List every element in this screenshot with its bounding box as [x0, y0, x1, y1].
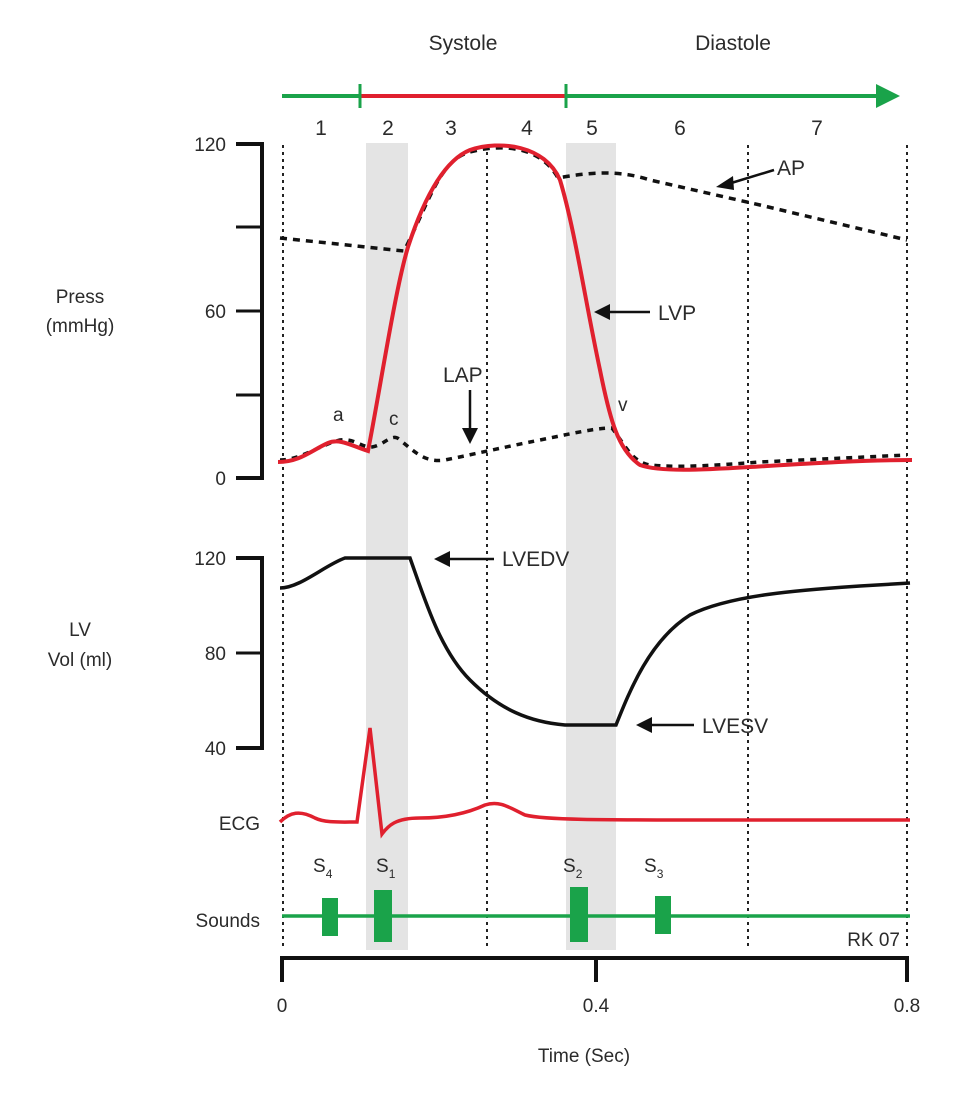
- phase-number: 6: [674, 117, 686, 140]
- phase-bar: [282, 84, 900, 108]
- lvedv-label: LVEDV: [502, 548, 569, 571]
- phase-number: 1: [315, 117, 327, 140]
- s1-sound-mark: [374, 890, 392, 942]
- pressure-tick-label: 60: [205, 302, 226, 323]
- s2-label: S2: [563, 856, 583, 881]
- pressure-axis: [236, 142, 264, 480]
- time-axis: [280, 956, 909, 982]
- ecg-trace: [278, 727, 910, 839]
- volume-axis-label-line1: LV: [69, 620, 91, 641]
- lvesv-arrow-head: [636, 717, 652, 733]
- s1-label: S1: [376, 856, 396, 881]
- phase-number: 7: [811, 117, 823, 140]
- left-atrial-pressure-curve: [279, 426, 908, 468]
- lvp-arrow-head: [594, 304, 610, 320]
- lvedv-arrow-head: [434, 551, 450, 567]
- credit-label: RK 07: [847, 930, 900, 951]
- phase-number: 4: [521, 117, 533, 140]
- volume-axis: [236, 556, 264, 750]
- time-tick-label: 0.4: [583, 996, 610, 1017]
- lvp-label: LVP: [658, 302, 696, 325]
- volume-axis-label-line2: Vol (ml): [48, 650, 112, 671]
- ap-label: AP: [777, 157, 805, 180]
- volume-tick-label: 80: [205, 644, 226, 665]
- vertical-grid-lines: [282, 145, 908, 950]
- pressure-axis-label-line1: Press: [56, 287, 105, 308]
- volume-tick-label: 40: [205, 739, 226, 760]
- pressure-tick-label: 120: [194, 135, 226, 156]
- lv-volume-curve: [279, 556, 911, 727]
- phase-number: 5: [586, 117, 598, 140]
- isovolumetric-relaxation-band: [566, 143, 616, 950]
- ap-arrow-head: [716, 176, 734, 190]
- ecg-label: ECG: [219, 814, 260, 835]
- v-wave-label: v: [618, 395, 628, 416]
- lvesv-label: LVESV: [702, 715, 768, 738]
- s4-label: S4: [313, 856, 333, 881]
- pressure-tick-label: 0: [215, 469, 226, 490]
- phase-number: 3: [445, 117, 457, 140]
- phase-number: 2: [382, 117, 394, 140]
- c-wave-label: c: [389, 409, 399, 430]
- phase-arrow-head: [876, 84, 900, 108]
- time-tick-label: 0: [277, 996, 288, 1017]
- lap-label: LAP: [443, 364, 483, 387]
- diastole-label: Diastole: [695, 32, 771, 55]
- lap-arrow-head: [462, 428, 478, 444]
- s3-label: S3: [644, 856, 664, 881]
- s2-sound-mark: [570, 887, 588, 942]
- time-axis-label: Time (Sec): [538, 1046, 630, 1067]
- a-wave-label: a: [333, 405, 344, 426]
- phase-numbers: 1 2 3 4 5 6 7: [315, 117, 823, 140]
- volume-tick-label: 120: [194, 549, 226, 570]
- s3-sound-mark: [655, 896, 671, 934]
- s4-sound-mark: [322, 898, 338, 936]
- systole-label: Systole: [429, 32, 498, 55]
- pressure-axis-label-line2: (mmHg): [46, 316, 115, 337]
- left-ventricular-pressure-curve: [277, 143, 913, 472]
- sounds-label: Sounds: [196, 911, 260, 932]
- time-tick-label: 0.8: [894, 996, 920, 1017]
